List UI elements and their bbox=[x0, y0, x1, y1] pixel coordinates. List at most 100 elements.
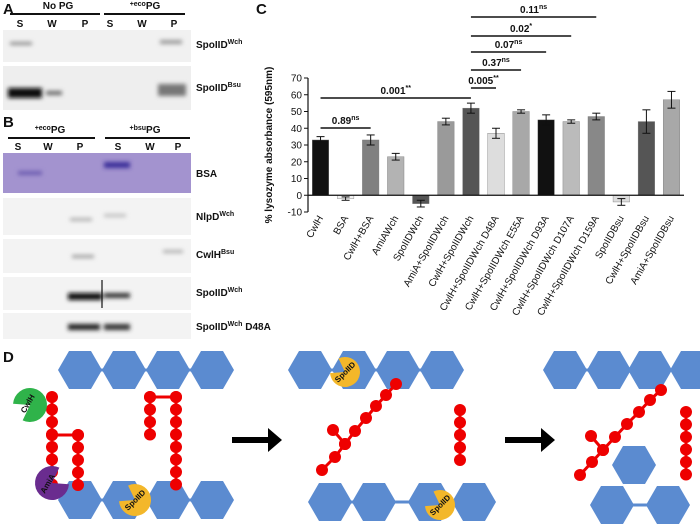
glycan-hexagon bbox=[420, 351, 464, 389]
peptide-bead bbox=[586, 456, 598, 468]
peptide-bead bbox=[170, 403, 182, 416]
bar bbox=[537, 119, 555, 196]
p-value: 0.37 bbox=[482, 58, 502, 69]
peptide-bead bbox=[380, 389, 392, 401]
blot-label: SpoIIDWch D48A bbox=[196, 321, 271, 333]
lane-label: S bbox=[115, 142, 122, 153]
lane-label: P bbox=[171, 19, 178, 30]
lane-label: P bbox=[77, 142, 84, 153]
error-bar bbox=[667, 90, 676, 109]
glycan-hexagon bbox=[58, 351, 102, 389]
peptide-bead bbox=[655, 384, 667, 396]
peptide-bead bbox=[46, 391, 58, 403]
panel-label: D bbox=[3, 349, 14, 366]
arrow-head bbox=[268, 428, 282, 452]
glycan-hexagon bbox=[376, 351, 420, 389]
error-bar bbox=[542, 114, 551, 126]
glycan-hexagon bbox=[146, 351, 190, 389]
error-bar bbox=[341, 196, 350, 201]
peptide-bead bbox=[609, 431, 621, 443]
peptide-bead bbox=[72, 429, 84, 441]
lane-label: W bbox=[43, 142, 53, 153]
bar bbox=[662, 99, 680, 196]
significance: ns bbox=[351, 115, 359, 122]
glycan-hexagon bbox=[190, 351, 234, 389]
peptide-bead bbox=[390, 378, 402, 390]
peptide-bead bbox=[46, 453, 58, 466]
significance: * bbox=[529, 23, 532, 30]
label-sup: Wch bbox=[219, 211, 234, 218]
label-text: CwlH bbox=[196, 250, 221, 261]
band bbox=[8, 88, 42, 98]
panel-label: C bbox=[256, 1, 267, 18]
header: +ecoPG bbox=[35, 125, 66, 136]
peptide-bead bbox=[72, 479, 84, 491]
significance: ns bbox=[514, 39, 522, 46]
peptide-bead bbox=[170, 478, 182, 491]
band bbox=[104, 214, 126, 217]
glycan-hexagon bbox=[102, 351, 146, 389]
significance-label: 0.02* bbox=[510, 23, 532, 35]
peptide-bead bbox=[46, 403, 58, 416]
panel-c: C % lysozyme absorbance (595nm) -10 0 10 20… bbox=[256, 1, 684, 318]
lane-label: P bbox=[175, 142, 182, 153]
label-text: SpoIID bbox=[196, 322, 228, 333]
lane-label: W bbox=[145, 142, 155, 153]
label-text: SpoIID bbox=[196, 83, 228, 94]
peptide-bead bbox=[170, 441, 182, 453]
error-bar bbox=[391, 152, 400, 161]
peptide-bead bbox=[680, 431, 692, 443]
peptide-bead bbox=[46, 429, 58, 441]
peptide-bead bbox=[46, 441, 58, 453]
lane-label: W bbox=[137, 19, 147, 30]
y-axis-label: % lysozyme absorbance (595nm) bbox=[264, 67, 275, 224]
peptide-bead bbox=[680, 456, 692, 468]
glycan-hexagon bbox=[587, 351, 631, 389]
peptide-bead bbox=[454, 429, 466, 441]
band bbox=[158, 84, 186, 96]
glycan-hexagon bbox=[288, 351, 332, 389]
panel-b: B +ecoPG +bsuPG S W P S W PBSANlpDWchCwlHBsuS… bbox=[3, 114, 271, 339]
significance-label: 0.11ns bbox=[520, 4, 547, 16]
y-tick-label: 50 bbox=[291, 107, 303, 118]
peptide-bead bbox=[327, 424, 339, 436]
peptide-bead bbox=[170, 466, 182, 478]
error-bar bbox=[466, 102, 475, 114]
bar bbox=[487, 133, 505, 196]
significance-label: 0.001** bbox=[380, 85, 411, 97]
peptide-bead bbox=[680, 418, 692, 431]
enzyme bbox=[13, 388, 47, 422]
significance-label: 0.005** bbox=[468, 75, 499, 87]
blot bbox=[3, 239, 191, 273]
enzyme bbox=[330, 357, 360, 387]
glycan-hexagon bbox=[308, 483, 352, 521]
glycan-hexagon bbox=[146, 481, 190, 519]
band bbox=[46, 91, 62, 95]
blot-label: BSA bbox=[196, 169, 217, 180]
y-tick-label: 20 bbox=[291, 157, 303, 168]
peptide-bead bbox=[585, 430, 597, 442]
glycan-hexagon bbox=[628, 351, 672, 389]
bar bbox=[387, 156, 405, 196]
peptide-bead bbox=[170, 453, 182, 466]
glycan-hexagon bbox=[612, 446, 656, 484]
peptide-bead bbox=[680, 468, 692, 481]
glycan-hexagon bbox=[590, 486, 634, 524]
enzyme bbox=[425, 490, 455, 520]
peptide-bead bbox=[680, 443, 692, 456]
error-bar bbox=[517, 109, 526, 114]
significance-label: 0.89ns bbox=[332, 115, 360, 127]
band bbox=[104, 324, 130, 330]
y-tick-label: 0 bbox=[296, 191, 302, 202]
label-text: SpoIID bbox=[196, 40, 228, 51]
peptide-bead bbox=[329, 451, 341, 463]
band bbox=[10, 42, 32, 45]
error-bar bbox=[441, 117, 450, 126]
label-sup: Wch bbox=[228, 321, 243, 328]
peptide-bead bbox=[170, 391, 182, 403]
peptide-bead bbox=[633, 406, 645, 418]
bar bbox=[512, 111, 530, 196]
glycan-hexagon bbox=[543, 351, 587, 389]
